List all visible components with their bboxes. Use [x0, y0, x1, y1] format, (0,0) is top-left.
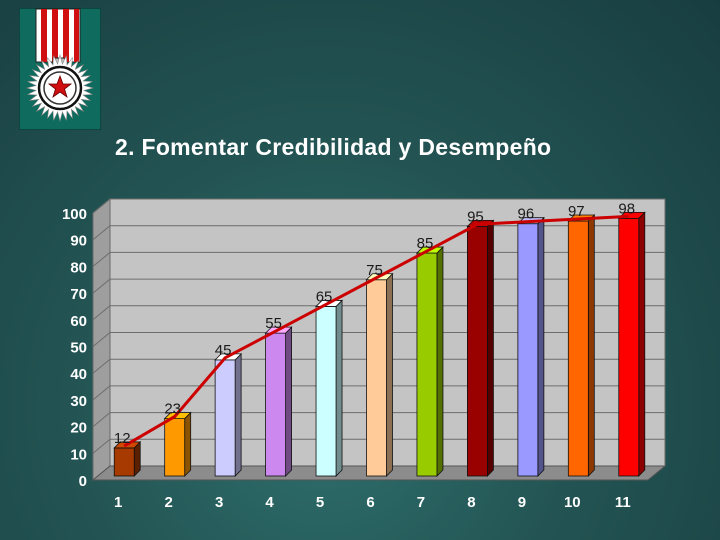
x-tick-label: 10 [564, 494, 581, 511]
data-label: 12 [114, 430, 131, 447]
series-line [123, 214, 629, 448]
data-label: 75 [366, 262, 383, 279]
bar-side [335, 299, 343, 477]
bar-side [537, 216, 545, 477]
bar [567, 220, 589, 477]
bar [113, 447, 135, 477]
x-tick-label: 5 [316, 494, 324, 511]
x-tick-label: 1 [114, 494, 122, 511]
x-tick-label: 9 [518, 494, 526, 511]
bar [618, 217, 640, 477]
bar-side [285, 326, 292, 477]
bar-side [487, 219, 494, 477]
y-tick-label: 60 [70, 313, 87, 330]
bar [366, 279, 387, 477]
y-tick-label: 50 [70, 340, 87, 357]
data-label: 65 [316, 288, 333, 305]
medal-star-icon [19, 8, 101, 130]
bar [315, 306, 337, 477]
bar [214, 359, 236, 477]
bar-side [587, 214, 595, 477]
y-tick-label: 80 [70, 259, 87, 276]
bar-side [184, 411, 192, 477]
y-tick-label: 30 [70, 393, 87, 410]
data-label: 45 [215, 342, 232, 359]
bar [164, 418, 186, 477]
gridline [92, 198, 665, 214]
slide-title: 2. Fomentar Credibilidad y Desempeño [115, 134, 552, 160]
y-tick-label: 100 [62, 206, 87, 223]
bar-side [638, 211, 646, 477]
y-tick-label: 10 [70, 446, 87, 463]
x-tick-label: 2 [165, 494, 173, 511]
data-label: 55 [265, 315, 282, 332]
y-tick-label: 20 [70, 420, 87, 437]
y-tick-label: 0 [79, 473, 87, 490]
bar-side [234, 352, 242, 477]
bar [517, 223, 539, 477]
data-label: 95 [467, 208, 484, 225]
data-label: 85 [417, 235, 434, 252]
bar-side [436, 246, 444, 477]
bar-side [386, 272, 393, 477]
x-tick-label: 3 [215, 494, 223, 511]
bar [265, 332, 286, 477]
x-tick-label: 4 [265, 494, 274, 511]
data-label: 97 [568, 203, 585, 220]
x-tick-label: 11 [615, 494, 631, 511]
x-tick-label: 8 [467, 494, 475, 511]
bar [416, 252, 438, 477]
bar [467, 225, 488, 477]
y-tick-label: 70 [70, 286, 87, 303]
data-label: 23 [164, 401, 181, 418]
x-tick-label: 6 [366, 494, 374, 511]
data-label: 98 [618, 200, 635, 217]
data-label: 96 [518, 206, 535, 223]
x-tick-label: 7 [417, 494, 425, 511]
y-tick-label: 90 [70, 233, 87, 250]
y-tick-label: 40 [70, 366, 87, 383]
